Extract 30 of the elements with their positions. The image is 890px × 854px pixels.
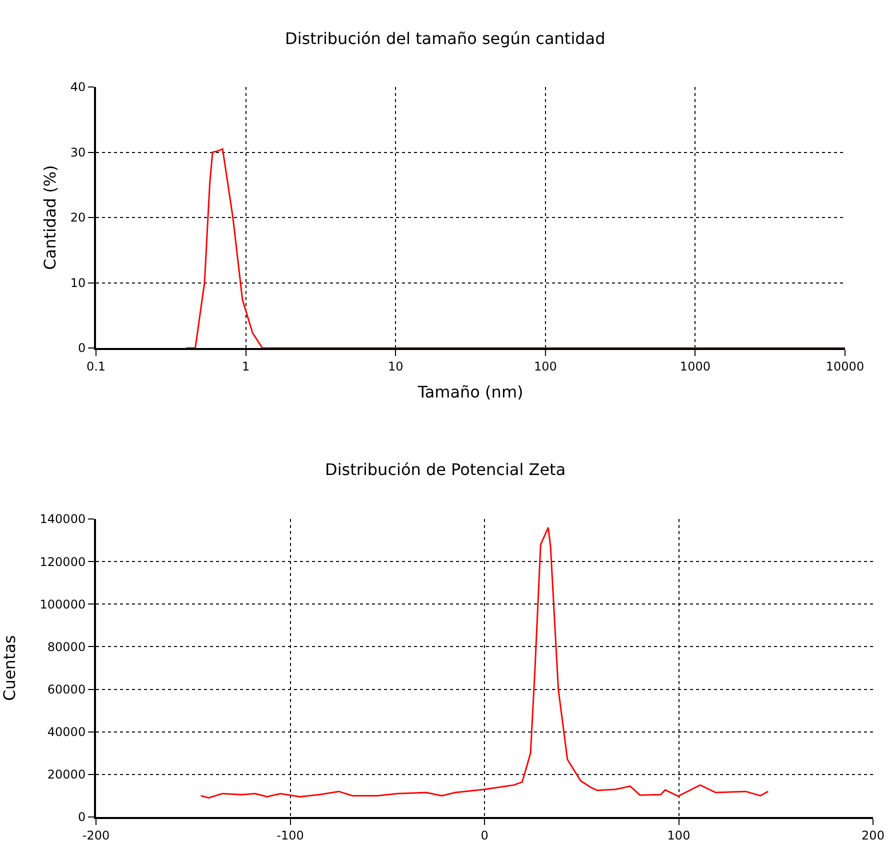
line-series: [200, 526, 769, 799]
x-tick-label: 1000: [680, 359, 710, 374]
y-tick-label: 0: [78, 341, 86, 356]
y-tick-label: 20: [70, 210, 86, 225]
x-tick-label: 1: [242, 359, 250, 374]
y-tick-label: 40: [70, 80, 86, 94]
x-tick-label: 200: [862, 828, 884, 842]
y-tick-label: 20000: [47, 768, 86, 782]
y-tick-label: 30: [70, 145, 86, 160]
x-tick-label: 100: [667, 828, 690, 842]
x-tick-label: -100: [276, 828, 304, 842]
x-tick-label: 10: [388, 359, 404, 374]
x-tick-label: 0: [480, 828, 488, 842]
chart-title: Distribución de Potencial Zeta: [325, 460, 566, 479]
x-tick-label: -200: [82, 828, 110, 842]
y-axis-title: Cantidad (%): [40, 165, 60, 270]
x-tick-label: 100: [534, 359, 557, 374]
y-tick-label: 0: [78, 810, 86, 824]
y-tick-label: 40000: [47, 725, 86, 740]
y-tick-label: 140000: [40, 512, 86, 526]
x-tick-label: 10000: [826, 359, 864, 374]
x-axis-title: Tamaño (nm): [416, 382, 524, 402]
y-tick-label: 100000: [40, 597, 86, 612]
y-tick-label: 60000: [47, 682, 86, 696]
y-tick-label: 80000: [47, 640, 86, 654]
y-axis-title: Cuentas: [0, 635, 19, 701]
y-tick-label: 10: [70, 276, 86, 290]
y-tick-label: 120000: [40, 554, 86, 569]
chart-title: Distribución del tamaño según cantidad: [285, 29, 606, 48]
x-tick-label: 0.1: [86, 359, 106, 374]
